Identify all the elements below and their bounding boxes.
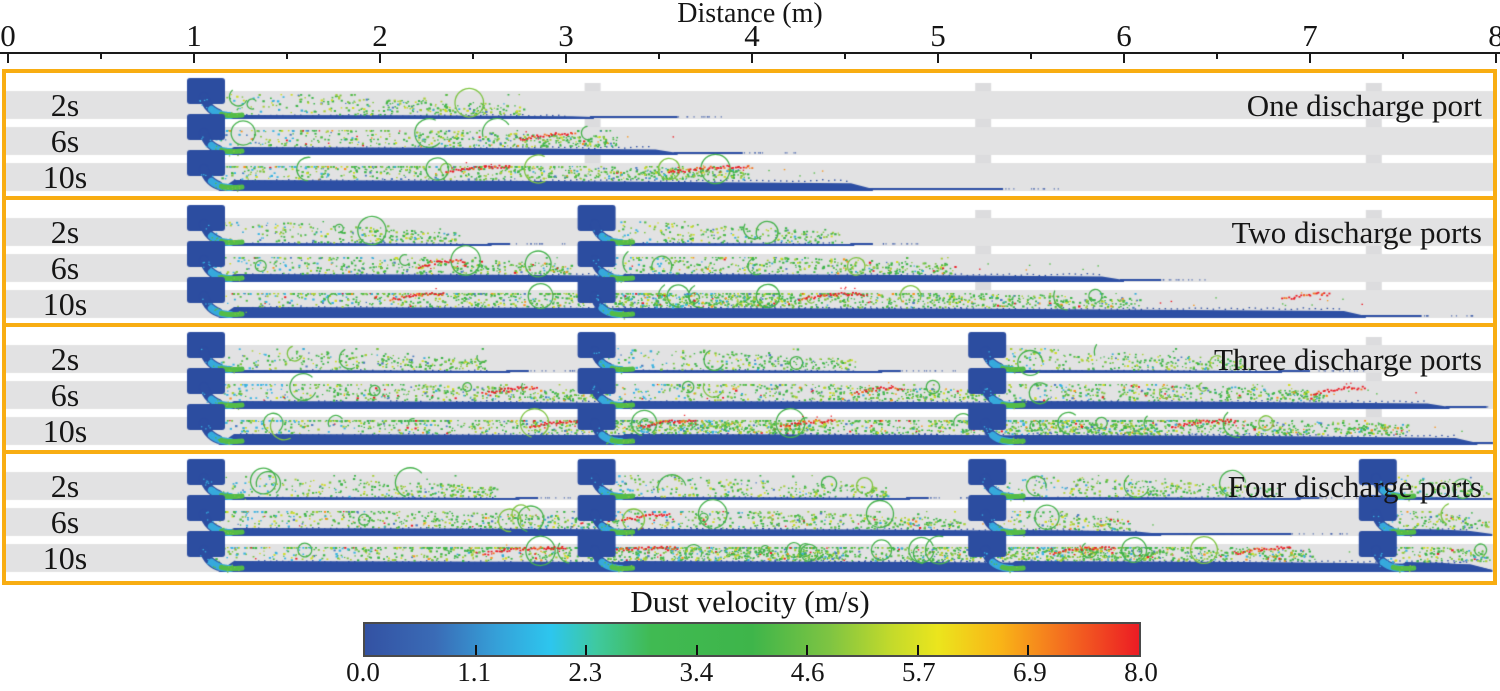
colorbar (363, 622, 1141, 657)
x-minor-tick-mark (472, 54, 474, 59)
colorbar-tick-label: 2.3 (568, 657, 603, 687)
x-tick-mark (7, 54, 9, 63)
colorbar-tick-label: 8.0 (1124, 657, 1158, 687)
x-tick-label: 7 (1302, 18, 1318, 53)
row-time-label: 10s (42, 286, 88, 322)
x-tick-label: 1 (186, 18, 202, 53)
x-minor-tick-mark (1030, 54, 1032, 59)
colorbar-tick-mark (474, 645, 477, 655)
panel-label-two-ports: Two discharge ports (1231, 215, 1482, 250)
colorbar-tick-mark (806, 645, 809, 655)
x-minor-tick-mark (286, 54, 288, 59)
x-minor-tick-mark (1216, 54, 1218, 59)
row-time-label: 6s (50, 504, 80, 540)
x-minor-tick-mark (1402, 54, 1404, 59)
x-tick-label: 5 (930, 18, 946, 53)
x-tick-mark (1309, 54, 1311, 63)
row-time-label: 6s (50, 377, 80, 413)
colorbar-title: Dust velocity (m/s) (630, 584, 870, 619)
row-time-label: 2s (50, 87, 80, 123)
colorbar-tick-label: 4.6 (790, 657, 825, 687)
colorbar-tick-label: 0.0 (346, 657, 380, 687)
x-tick-label: 8 (1488, 18, 1500, 53)
x-minor-tick-mark (100, 54, 102, 59)
x-tick-mark (751, 54, 753, 63)
colorbar-tick-mark (695, 645, 698, 655)
colorbar-tick-label: 6.9 (1012, 657, 1047, 687)
x-tick-label: 3 (558, 18, 574, 53)
row-time-label: 10s (42, 159, 88, 195)
x-tick-label: 4 (744, 18, 760, 53)
x-tick-label: 2 (372, 18, 388, 53)
x-tick-mark (193, 54, 195, 63)
x-tick-mark (937, 54, 939, 63)
panel-label-one-port: One discharge port (1246, 88, 1482, 123)
row-time-label: 10s (42, 540, 88, 576)
axis-line (0, 52, 1500, 54)
panel-label-three-ports: Three discharge ports (1214, 342, 1482, 377)
row-time-label: 2s (50, 468, 80, 504)
panel-border-four-ports (2, 450, 1497, 585)
panel-label-four-ports: Four discharge ports (1227, 469, 1482, 504)
colorbar-tick-label: 5.7 (901, 657, 936, 687)
colorbar-tick-mark (585, 645, 588, 655)
colorbar-tick-label: 1.1 (457, 657, 492, 687)
x-tick-mark (565, 54, 567, 63)
x-tick-label: 0 (0, 18, 16, 53)
row-time-label: 10s (42, 413, 88, 449)
row-time-label: 2s (50, 214, 80, 250)
x-tick-label: 6 (1116, 18, 1132, 53)
row-time-label: 6s (50, 123, 80, 159)
x-tick-mark (1495, 54, 1497, 63)
colorbar-tick-mark (916, 645, 919, 655)
row-time-label: 6s (50, 250, 80, 286)
row-time-label: 2s (50, 341, 80, 377)
x-minor-tick-mark (844, 54, 846, 59)
x-minor-tick-mark (658, 54, 660, 59)
x-tick-mark (1123, 54, 1125, 63)
x-tick-mark (379, 54, 381, 63)
axis-title: Distance (m) (677, 0, 823, 29)
colorbar-tick-mark (1027, 645, 1030, 655)
colorbar-tick-label: 3.4 (679, 657, 714, 687)
